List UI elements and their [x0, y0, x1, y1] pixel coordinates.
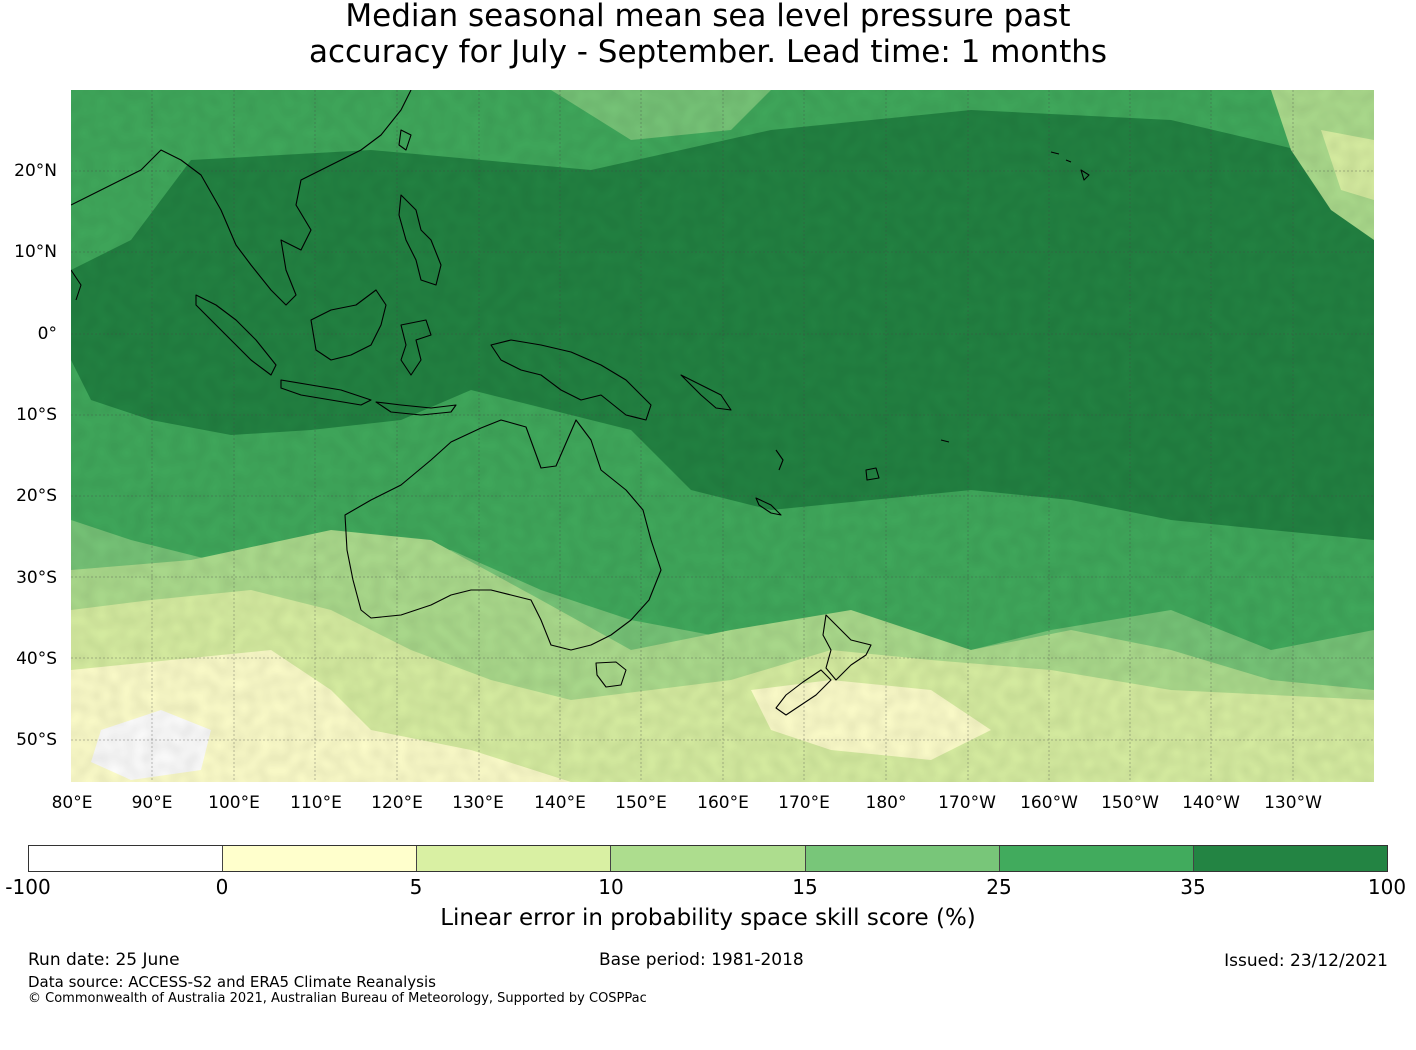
map-canvas — [71, 90, 1374, 782]
pixel-texture — [71, 90, 1374, 782]
lon-label-150w: 150°W — [1101, 793, 1159, 813]
colorbar-tick: -100 — [5, 875, 51, 899]
solomon-islands-coastline — [680, 374, 732, 411]
colorbar-tick: 35 — [1180, 875, 1206, 899]
lat-label-40s: 40°S — [16, 649, 57, 669]
lon-label-180: 180° — [865, 793, 907, 813]
new-caledonia-coastline — [755, 497, 782, 516]
lat-label-20s: 20°S — [16, 486, 57, 506]
base-period: Base period: 1981-2018 — [599, 950, 804, 970]
lon-label-150e: 150°E — [615, 793, 667, 813]
sumatra-coastline — [195, 294, 277, 376]
colorbar-segment-10-15 — [611, 846, 806, 871]
run-date: Run date: 25 June — [28, 950, 180, 970]
colorbar-tick: 0 — [215, 875, 229, 899]
colorbar-tick: 15 — [792, 875, 818, 899]
colorbar-tick: 25 — [986, 875, 1012, 899]
lon-label-170e: 170°E — [778, 793, 830, 813]
taiwan-coastline — [398, 129, 412, 151]
colorbar-segment-15-25 — [805, 846, 1000, 871]
colorbar-segment-35-100 — [1193, 846, 1387, 871]
new-zealand-north-coastline — [822, 614, 872, 681]
data-source: Data source: ACCESS-S2 and ERA5 Climate … — [28, 973, 436, 991]
issued-date: Issued: 23/12/2021 — [1224, 951, 1388, 971]
lesser-sunda-coastline — [375, 401, 457, 416]
new-zealand-south-coastline — [775, 669, 832, 716]
lon-label-110e: 110°E — [290, 793, 342, 813]
new-guinea-coastline — [490, 339, 652, 421]
lon-label-160e: 160°E — [697, 793, 749, 813]
colorbar-tick: 10 — [598, 875, 624, 899]
samoa-coastline — [940, 439, 950, 443]
colorbar-segment-5-10 — [417, 846, 612, 871]
borneo-coastline — [310, 289, 387, 361]
colorbar — [28, 845, 1388, 872]
asia-mainland-coastline — [71, 90, 412, 306]
graticule — [71, 90, 1374, 782]
philippines-coastline — [398, 194, 442, 286]
lon-label-100e: 100°E — [208, 793, 260, 813]
colorbar-label: Linear error in probability space skill … — [440, 905, 976, 931]
lat-label-10n: 10°N — [14, 242, 57, 262]
hawaii-coastline — [1050, 151, 1090, 181]
chart-title-line-2: accuracy for July - September. Lead time… — [308, 34, 1108, 70]
lon-label-130e: 130°E — [452, 793, 504, 813]
lon-label-90e: 90°E — [131, 793, 173, 813]
lat-label-20n: 20°N — [14, 161, 57, 181]
colorbar-segment-0-5 — [223, 846, 418, 871]
tasmania-coastline — [595, 661, 627, 688]
australia-coastline — [344, 419, 662, 651]
chart-title-line-1: Median seasonal mean sea level pressure … — [345, 0, 1071, 34]
lon-label-140e: 140°E — [534, 793, 586, 813]
lon-label-120e: 120°E — [371, 793, 423, 813]
colorbar-segment-below-0 — [29, 846, 224, 871]
lon-label-80e: 80°E — [51, 793, 93, 813]
java-coastline — [280, 379, 372, 406]
fiji-coastline — [865, 467, 880, 481]
lat-label-10s: 10°S — [16, 405, 57, 425]
lat-label-0: 0° — [37, 324, 57, 344]
india-coastline — [71, 269, 82, 301]
lon-label-170w: 170°W — [938, 793, 996, 813]
colorbar-tick: 5 — [409, 875, 423, 899]
lon-label-160w: 160°W — [1020, 793, 1078, 813]
lat-label-30s: 30°S — [16, 568, 57, 588]
lon-label-130w: 130°W — [1264, 793, 1322, 813]
coastlines — [71, 90, 1090, 716]
colorbar-tick: 100 — [1367, 875, 1407, 899]
lon-label-140w: 140°W — [1182, 793, 1240, 813]
vanuatu-coastline — [775, 449, 784, 471]
copyright-notice: © Commonwealth of Australia 2021, Austra… — [28, 991, 647, 1006]
sulawesi-coastline — [400, 319, 432, 376]
lat-label-50s: 50°S — [16, 730, 57, 750]
skill-score-map — [71, 90, 1374, 782]
colorbar-segment-25-35 — [999, 846, 1194, 871]
